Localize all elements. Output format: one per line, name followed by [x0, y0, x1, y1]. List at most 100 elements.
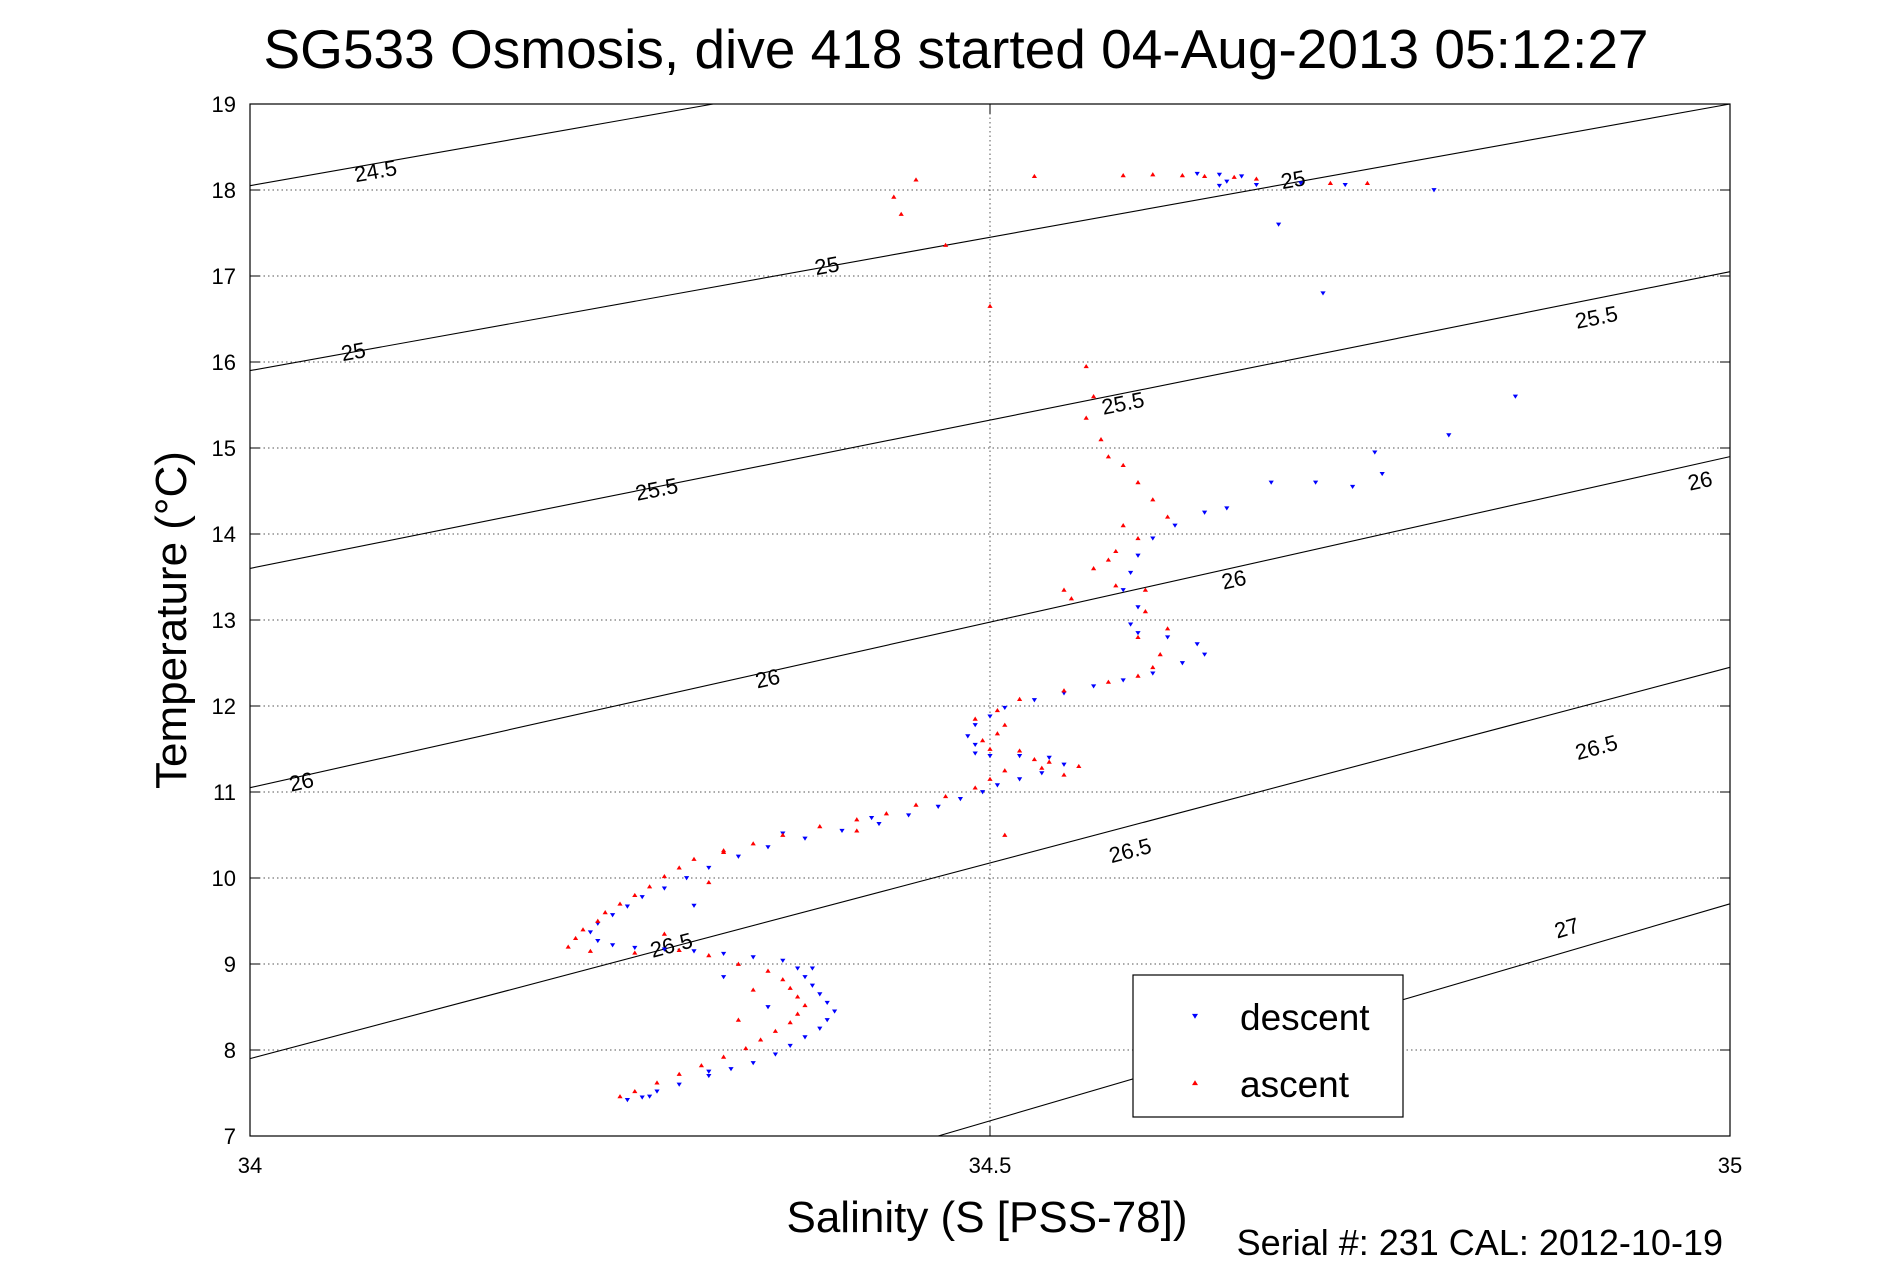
ascent-point: [676, 1071, 682, 1076]
descent-point: [780, 958, 786, 963]
y-tick-label: 7: [224, 1124, 236, 1149]
ascent-point: [1135, 673, 1141, 678]
descent-point: [595, 938, 601, 944]
ascent-point: [1150, 172, 1156, 177]
descent-point: [1120, 678, 1126, 683]
descent-point: [832, 1009, 838, 1014]
descent-point: [728, 1067, 734, 1072]
ascent-point: [980, 738, 986, 743]
ascent-point: [795, 994, 801, 999]
descent-point: [876, 822, 882, 827]
ascent-point: [676, 947, 682, 953]
chart-title: SG533 Osmosis, dive 418 started 04-Aug-2…: [263, 18, 1648, 80]
y-tick-label: 10: [212, 866, 236, 891]
ascent-point: [1002, 832, 1008, 837]
ascent-point: [987, 303, 993, 308]
ascent-point: [580, 927, 586, 932]
density-contour-label: 25: [813, 251, 842, 280]
descent-point: [802, 1035, 808, 1040]
descent-point: [1216, 183, 1222, 189]
ascent-point: [595, 918, 601, 923]
ascent-point: [1142, 587, 1148, 592]
descent-point: [795, 966, 801, 971]
x-tick-label: 34: [238, 1153, 262, 1178]
ascent-point: [787, 985, 793, 990]
descent-point: [1091, 684, 1097, 689]
y-tick-label: 12: [212, 694, 236, 719]
ascent-point: [854, 817, 860, 822]
x-tick-label: 35: [1718, 1153, 1742, 1178]
descent-point: [750, 1061, 756, 1066]
ascent-point: [573, 935, 579, 941]
ascent-point: [1061, 587, 1067, 592]
descent-point: [1002, 705, 1008, 711]
legend-label-ascent: ascent: [1240, 1064, 1350, 1105]
ascent-point: [750, 841, 756, 846]
descent-point: [1135, 553, 1141, 558]
descent-point: [1239, 174, 1245, 179]
descent-point: [1512, 394, 1518, 399]
descent-point: [817, 1026, 823, 1031]
ascent-point: [758, 1037, 764, 1042]
ascent-point: [654, 1080, 660, 1085]
density-contour-label: 26.5: [647, 928, 695, 963]
ascent-point: [632, 892, 638, 898]
density-contour-label: 25: [339, 337, 368, 366]
ascent-point: [1135, 535, 1141, 541]
descent-point: [639, 895, 645, 900]
grid-lines: [249, 103, 1731, 1137]
density-contour-label: 26: [1685, 466, 1714, 496]
descent-point: [772, 1052, 778, 1057]
descent-point: [839, 828, 845, 834]
ascent-point: [1061, 688, 1067, 693]
density-contour-label: 26: [287, 767, 316, 797]
descent-point: [721, 951, 727, 957]
descent-point: [639, 1095, 645, 1100]
descent-point: [1202, 652, 1208, 657]
ascent-point: [721, 849, 727, 855]
descent-point: [1224, 506, 1230, 511]
ascent-point: [743, 1045, 749, 1051]
ascent-point: [565, 944, 571, 949]
y-tick-label: 11: [213, 780, 236, 805]
ascent-point: [972, 785, 978, 790]
ascent-point: [1135, 480, 1141, 485]
descent-point: [1320, 291, 1326, 296]
descent-point: [1031, 698, 1037, 703]
descent-point: [706, 1069, 712, 1074]
descent-point: [906, 813, 912, 818]
density-contour-line: [249, 103, 714, 187]
ascent-point: [1364, 180, 1370, 185]
ascent-point: [780, 977, 786, 982]
descent-point: [1216, 172, 1222, 177]
y-axis-label: Temperature (°C): [147, 451, 196, 789]
descent-point: [1431, 188, 1437, 193]
ascent-point: [1142, 609, 1148, 614]
descent-point: [1202, 510, 1208, 515]
descent-point: [735, 854, 741, 859]
ascent-point: [1083, 363, 1089, 369]
ascent-point: [706, 953, 712, 958]
data-markers: [565, 171, 1518, 1103]
descent-point: [1061, 762, 1067, 767]
density-contour-label: 27: [1551, 913, 1582, 944]
ascent-point: [772, 1028, 778, 1033]
ascent-point: [780, 832, 786, 837]
ascent-point: [1091, 394, 1097, 399]
ascent-point: [891, 194, 897, 199]
ascent-point: [1098, 437, 1104, 442]
descent-point: [610, 913, 616, 918]
descent-point: [1298, 181, 1304, 186]
descent-point: [1342, 183, 1348, 188]
ascent-point: [1031, 173, 1037, 179]
descent-point: [765, 845, 771, 850]
ascent-point: [691, 856, 697, 861]
descent-point: [987, 754, 993, 759]
descent-point: [624, 904, 630, 909]
descent-point: [1276, 222, 1282, 227]
descent-point: [1135, 605, 1141, 610]
descent-point: [957, 797, 963, 802]
descent-point: [624, 1098, 630, 1103]
descent-point: [809, 966, 815, 971]
